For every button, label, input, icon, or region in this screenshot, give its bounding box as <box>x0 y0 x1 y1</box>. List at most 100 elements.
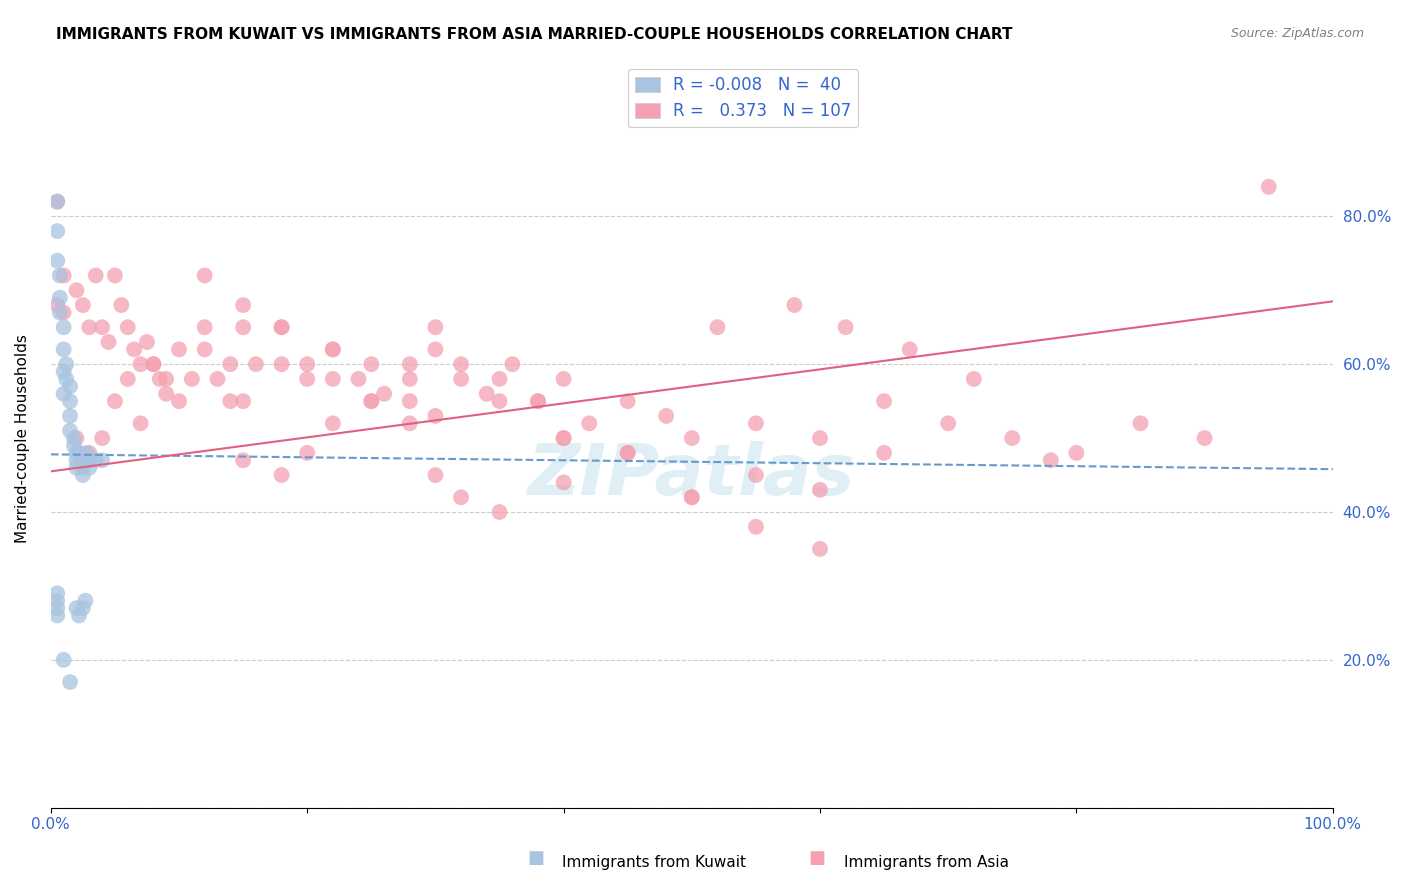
Point <box>232 394 254 409</box>
Point <box>488 394 510 409</box>
Point <box>450 357 472 371</box>
Text: Immigrants from Kuwait: Immigrants from Kuwait <box>562 855 747 870</box>
Point <box>46 298 69 312</box>
Point <box>681 490 703 504</box>
Point <box>963 372 986 386</box>
Point <box>297 357 319 371</box>
Point <box>72 298 94 312</box>
Text: Immigrants from Asia: Immigrants from Asia <box>844 855 1008 870</box>
Point <box>72 453 94 467</box>
Point <box>425 343 447 357</box>
Point <box>616 446 638 460</box>
Point <box>79 320 101 334</box>
Point <box>65 283 87 297</box>
Point <box>425 409 447 423</box>
Point <box>322 343 344 357</box>
Point <box>1039 453 1062 467</box>
Point <box>46 586 69 600</box>
Point <box>745 417 768 431</box>
Point <box>270 468 292 483</box>
Point <box>553 372 575 386</box>
Point <box>745 468 768 483</box>
Point <box>347 372 370 386</box>
Point <box>194 343 217 357</box>
Point <box>219 357 242 371</box>
Point <box>142 357 165 371</box>
Point <box>55 357 77 371</box>
Point <box>49 305 72 319</box>
Point <box>232 298 254 312</box>
Point <box>398 357 420 371</box>
Point <box>322 372 344 386</box>
Point <box>270 357 292 371</box>
Point <box>1194 431 1216 445</box>
Point <box>808 541 831 556</box>
Point <box>129 357 152 371</box>
Point <box>136 334 159 349</box>
Point <box>65 446 87 460</box>
Point <box>129 417 152 431</box>
Point <box>873 394 896 409</box>
Point <box>46 194 69 209</box>
Point <box>616 446 638 460</box>
Point <box>142 357 165 371</box>
Point <box>72 601 94 615</box>
Point <box>834 320 856 334</box>
Legend: R = -0.008   N =  40, R =   0.373   N = 107: R = -0.008 N = 40, R = 0.373 N = 107 <box>628 70 858 128</box>
Point <box>360 394 382 409</box>
Point <box>117 320 139 334</box>
Point <box>553 431 575 445</box>
Point <box>46 224 69 238</box>
Point <box>681 490 703 504</box>
Point <box>219 394 242 409</box>
Point <box>1066 446 1088 460</box>
Point <box>52 305 75 319</box>
Point <box>398 417 420 431</box>
Point <box>79 460 101 475</box>
Point <box>425 320 447 334</box>
Point <box>104 268 127 283</box>
Point <box>79 446 101 460</box>
Point <box>706 320 728 334</box>
Point <box>681 431 703 445</box>
Point <box>553 431 575 445</box>
Point <box>616 394 638 409</box>
Point <box>76 446 98 460</box>
Point <box>75 593 97 607</box>
Text: ZIPatlas: ZIPatlas <box>529 441 855 509</box>
Point <box>52 343 75 357</box>
Point <box>1129 417 1152 431</box>
Text: IMMIGRANTS FROM KUWAIT VS IMMIGRANTS FROM ASIA MARRIED-COUPLE HOUSEHOLDS CORRELA: IMMIGRANTS FROM KUWAIT VS IMMIGRANTS FRO… <box>56 27 1012 42</box>
Point <box>52 268 75 283</box>
Point <box>297 446 319 460</box>
Point <box>52 320 75 334</box>
Point <box>52 653 75 667</box>
Point <box>527 394 550 409</box>
Point <box>91 320 114 334</box>
Point <box>232 320 254 334</box>
Point <box>1257 179 1279 194</box>
Point <box>46 194 69 209</box>
Point <box>270 320 292 334</box>
Point <box>149 372 172 386</box>
Point <box>46 593 69 607</box>
Point <box>67 608 90 623</box>
Point <box>65 460 87 475</box>
Point <box>398 394 420 409</box>
Point <box>91 453 114 467</box>
Point <box>46 253 69 268</box>
Point <box>808 483 831 497</box>
Point <box>117 372 139 386</box>
Point <box>488 505 510 519</box>
Point <box>898 343 921 357</box>
Point <box>104 394 127 409</box>
Point <box>110 298 132 312</box>
Point <box>49 291 72 305</box>
Point <box>67 446 90 460</box>
Text: Source: ZipAtlas.com: Source: ZipAtlas.com <box>1230 27 1364 40</box>
Point <box>398 372 420 386</box>
Point <box>52 386 75 401</box>
Point <box>808 431 831 445</box>
Point <box>79 453 101 467</box>
Point <box>553 475 575 490</box>
